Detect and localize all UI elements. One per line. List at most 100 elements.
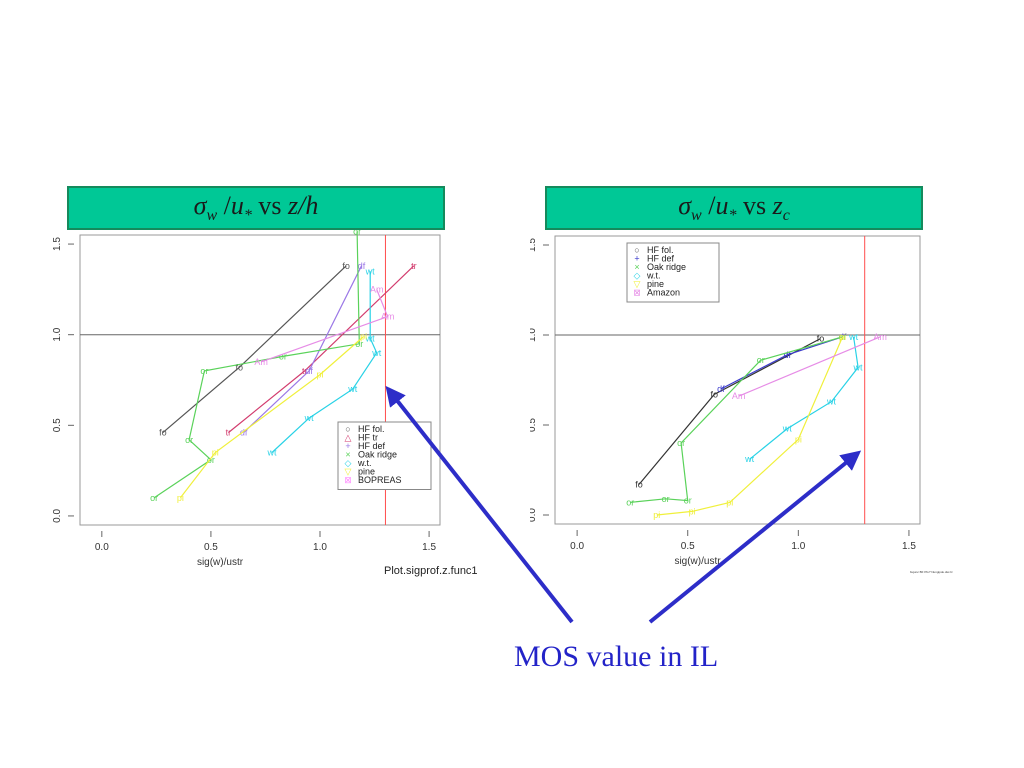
data-point-label: fo — [817, 334, 825, 344]
legend-label: HF def — [358, 441, 386, 451]
data-point-label: wt — [848, 332, 858, 342]
data-point-label: or — [677, 438, 685, 448]
legend-label: HF def — [647, 254, 675, 264]
title-vs: vs — [742, 190, 767, 220]
title-subscript-w: w — [206, 207, 218, 225]
series-line — [738, 336, 881, 397]
data-point-label: or — [353, 230, 361, 236]
y-tick-label: 0.0 — [52, 509, 63, 523]
title-subscript-c: c — [782, 207, 790, 225]
x-tick-label: 1.0 — [313, 542, 327, 553]
legend-marker-icon: ○ — [634, 245, 639, 255]
data-point-label: fo — [635, 479, 643, 489]
data-point-label: wt — [347, 384, 357, 394]
data-point-label: wt — [365, 266, 375, 276]
data-point-label: df — [240, 428, 248, 438]
data-point-label: Am — [370, 284, 384, 294]
x-tick-label: 1.5 — [422, 542, 436, 553]
legend-marker-icon: + — [634, 254, 639, 264]
data-point-label: pi — [360, 332, 367, 342]
series-line — [153, 231, 360, 499]
legend: ○ HF fol. △ HF tr + HF def × Oak ridge ◇ w.t. ▽ pin… — [337, 421, 432, 490]
x-tick-label: 0.5 — [204, 542, 218, 553]
title-sigma: σ — [678, 190, 692, 220]
legend-marker-icon: × — [345, 450, 350, 460]
data-point-label: wt — [304, 413, 314, 423]
legend-marker-icon: ▽ — [345, 467, 352, 477]
arrow-to-right-chart — [648, 450, 862, 624]
data-point-label: or — [684, 496, 692, 506]
legend-marker-icon: ▽ — [634, 279, 641, 289]
data-point-label: df — [839, 332, 847, 342]
data-point-label: wt — [782, 424, 792, 434]
x-axis-label: sig(w)/ustr — [197, 557, 244, 568]
data-point-label: fo — [711, 389, 719, 399]
y-tick-label: 0.5 — [52, 418, 63, 432]
x-tick-label: 0.5 — [681, 541, 695, 552]
legend-label: BOPREAS — [358, 475, 402, 485]
title-sigma: σ — [193, 190, 207, 220]
data-point-label: df — [358, 261, 366, 271]
plot-frame — [554, 235, 921, 525]
y-tick-label: 1.5 — [52, 237, 63, 251]
data-point-label: or — [150, 493, 158, 503]
data-point-label: pi — [212, 448, 219, 458]
data-point-label: df — [717, 384, 725, 394]
data-point-label: or — [185, 435, 193, 445]
title-vs: vs — [258, 190, 282, 220]
series-line — [260, 289, 389, 363]
left-chart: 0.00.51.01.50.00.51.01.5sig(w)/ustrz/hfo… — [52, 230, 441, 568]
series-line — [720, 336, 843, 390]
data-point-label: pi — [653, 510, 660, 520]
title-u: u — [230, 190, 244, 220]
title-u: u — [715, 190, 729, 220]
legend-marker-icon: + — [345, 441, 350, 451]
data-point-label: wt — [826, 397, 836, 407]
legend-label: w.t. — [646, 271, 661, 281]
x-tick-label: 1.0 — [791, 541, 805, 552]
data-point-label: fo — [342, 261, 350, 271]
legend-label: pine — [647, 279, 664, 289]
y-tick-label: 1.0 — [530, 328, 538, 342]
series-line — [162, 265, 347, 434]
data-point-label: Am — [732, 391, 746, 401]
legend-marker-icon: ◇ — [634, 271, 641, 281]
data-point-label: tr — [411, 261, 417, 271]
y-tick-label: 1.5 — [530, 238, 538, 252]
data-point-label: pi — [316, 370, 323, 380]
legend-marker-icon: ◇ — [345, 458, 352, 468]
data-point-label: df — [784, 350, 792, 360]
data-point-label: wt — [371, 348, 381, 358]
series-line — [749, 336, 859, 460]
legend-box — [337, 421, 432, 490]
series-line — [638, 338, 821, 485]
y-tick-label: 1.0 — [52, 327, 63, 341]
data-point-label: wt — [744, 454, 754, 464]
legend-label: HF tr — [358, 433, 378, 443]
legend-marker-icon: ○ — [345, 424, 350, 434]
plot-function-label-right: bujunc BF Pfo? Nungipok.dsc.fc — [910, 570, 953, 574]
data-point-label: wt — [853, 362, 863, 372]
data-point-label: Am — [873, 332, 887, 342]
data-point-label: pi — [177, 493, 184, 503]
legend-marker-icon: ⊠ — [344, 475, 352, 485]
mos-annotation: MOS value in IL — [514, 640, 719, 673]
legend-label: HF fol. — [358, 424, 385, 434]
plot-function-label: Plot.sigprof.z.func1 — [384, 565, 478, 577]
legend-label: w.t. — [357, 458, 372, 468]
y-tick-label: 0.0 — [530, 508, 538, 522]
right-chart: 0.00.51.01.50.00.51.01.5sig(w)/ustrzcfof… — [530, 235, 921, 567]
title-z: z — [772, 190, 783, 220]
x-tick-label: 1.5 — [902, 541, 916, 552]
data-point-label: tr — [302, 366, 308, 376]
data-point-label: or — [207, 455, 215, 465]
arrow-to-left-chart — [385, 385, 574, 624]
x-axis-label: sig(w)/ustr — [674, 556, 721, 567]
data-point-label: df — [305, 366, 313, 376]
data-point-label: fo — [236, 362, 244, 372]
series-line — [656, 336, 844, 516]
data-point-label: pi — [726, 497, 733, 507]
data-point-label: pi — [795, 434, 802, 444]
left-chart-title: σw /u* vs z/h — [67, 186, 445, 230]
